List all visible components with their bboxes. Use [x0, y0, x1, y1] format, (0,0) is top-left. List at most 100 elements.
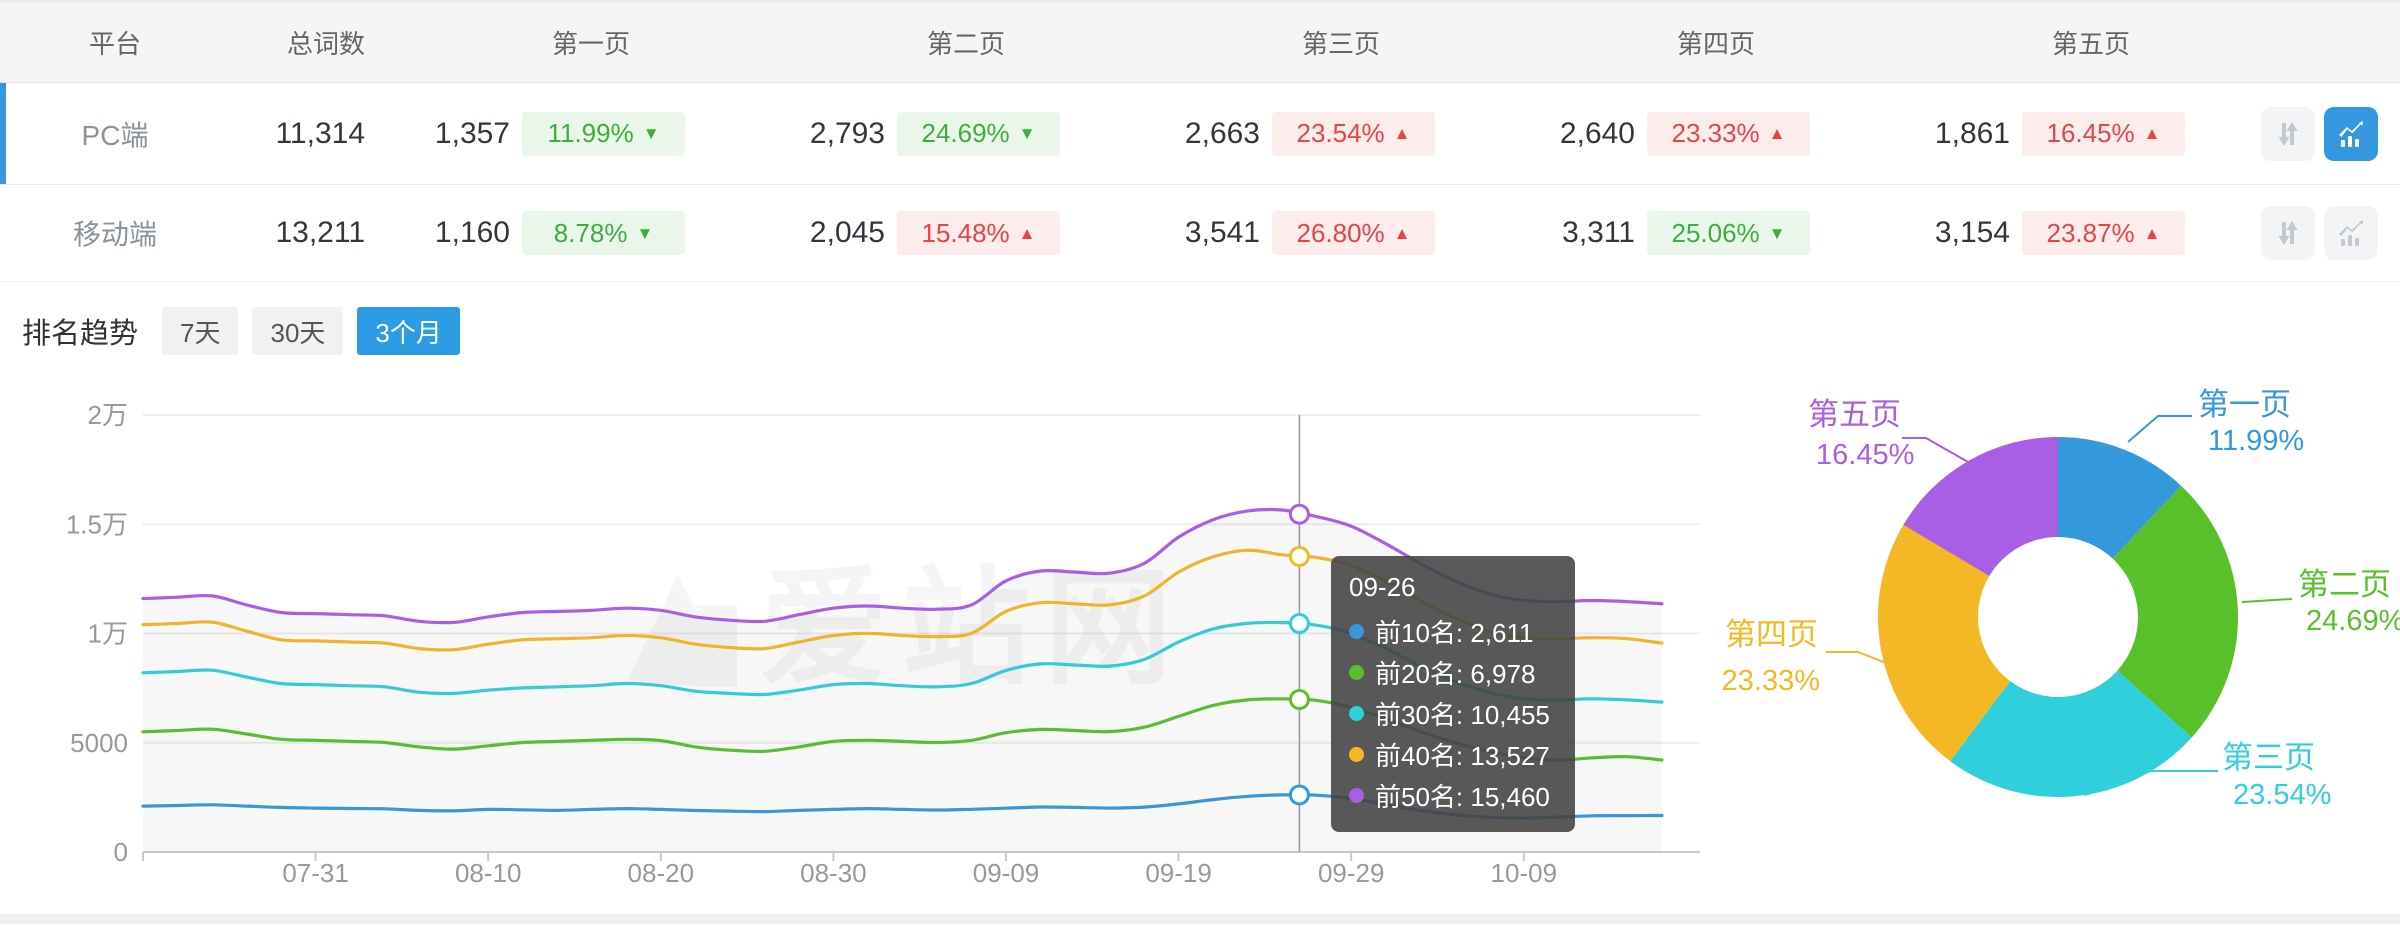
page5-percent-badge: 16.45%: [2022, 111, 2185, 156]
x-axis-label: 09-19: [1145, 858, 1212, 888]
trend-chart-button[interactable]: [2324, 206, 2378, 260]
donut-label-leader: [2084, 770, 2218, 796]
hover-marker-前50名: [1288, 503, 1310, 525]
tooltip-item: 前10名: 2,611: [1349, 611, 1557, 652]
tab-30days[interactable]: 30天: [252, 307, 344, 355]
hover-marker-前20名: [1288, 689, 1310, 711]
page1-cell: 1,357 11.99%: [375, 111, 685, 156]
trend-title: 排名趋势: [22, 318, 139, 350]
page5-count: 3,154: [1934, 216, 2010, 249]
chart-tooltip: 09-26 前10名: 2,611 前20名: 6,978 前30名: 10,455…: [1331, 556, 1575, 832]
table-row-mobile[interactable]: 移动端 13,211 1,160 8.78% 2,045 15.48% 3,54…: [0, 185, 2400, 282]
trend-chart-button[interactable]: [2324, 106, 2378, 161]
x-axis-label: 09-09: [973, 858, 1040, 888]
page3-cell: 3,541 26.80%: [1060, 211, 1435, 255]
x-axis-label: 08-30: [800, 858, 867, 888]
tooltip-item: 前50名: 15,460: [1349, 775, 1557, 816]
x-axis-label: 07-31: [282, 858, 349, 888]
table-row-pc[interactable]: PC端 11,314 1,357 11.99% 2,793 24.69% 2,6…: [0, 83, 2400, 185]
trend-toolbar: 排名趋势 7天 30天 3个月: [0, 282, 2400, 380]
platform-name: PC端: [81, 119, 149, 151]
page-bottom-strip: [0, 914, 2400, 924]
header-page5: 第五页: [2051, 28, 2130, 59]
page1-count: 1,357: [434, 116, 510, 150]
tooltip-series-dot: [1349, 624, 1364, 639]
page2-percent-badge: 15.48%: [897, 211, 1060, 255]
page3-percent-badge: 23.54%: [1272, 111, 1435, 156]
tooltip-item: 前40名: 13,527: [1349, 734, 1557, 775]
donut-label-leader: [1826, 651, 1887, 664]
tooltip-item: 前20名: 6,978: [1349, 652, 1557, 693]
tooltip-series-dot: [1349, 788, 1364, 803]
page4-percent-badge: 25.06%: [1647, 211, 1810, 255]
total-words-value: 13,211: [275, 216, 365, 249]
y-axis-label: 1.5万: [66, 509, 128, 539]
trend-chart-icon: [2339, 220, 2363, 246]
rank-table-header: 平台 总词数 第一页 第二页 第三页 第四页 第五页: [0, 2, 2400, 83]
header-platform: 平台: [88, 28, 141, 59]
tooltip-series-value: 前50名: 15,460: [1375, 782, 1550, 812]
page4-cell: 2,640 23.33%: [1435, 111, 1810, 156]
donut-percent-第四页: 23.33%: [1722, 665, 1820, 697]
page5-cell: 3,154 23.87%: [1810, 211, 2185, 255]
hover-marker-前40名: [1288, 545, 1310, 567]
donut-slice-第二页[interactable]: [2112, 485, 2238, 738]
tooltip-date: 09-26: [1349, 572, 1416, 602]
page4-percent-badge: 23.33%: [1647, 111, 1810, 156]
page2-cell: 2,793 24.69%: [685, 111, 1060, 156]
page2-cell: 2,045 15.48%: [685, 211, 1060, 255]
donut-label-第五页: 第五页: [1808, 397, 1901, 432]
donut-label-第二页: 第二页: [2298, 567, 2391, 602]
tooltip-series-value: 前40名: 13,527: [1375, 741, 1550, 771]
tooltip-series-dot: [1349, 747, 1364, 762]
sort-arrows-icon: [2278, 121, 2298, 146]
total-words-value: 11,314: [275, 116, 365, 150]
y-axis-label: 5000: [70, 728, 128, 758]
sort-button[interactable]: [2261, 206, 2315, 260]
series-area-4: [143, 509, 1662, 852]
page5-cell: 1,861 16.45%: [1810, 111, 2185, 156]
tooltip-series-value: 前10名: 2,611: [1375, 618, 1534, 648]
page3-cell: 2,663 23.54%: [1060, 111, 1435, 156]
trend-line-and-donut-chart: 0 5000 1万 1.5万 2万 07-31 08-10 08-20 08-30 09-09 09…: [66, 387, 2400, 888]
donut-slice-第五页[interactable]: [1903, 437, 2058, 577]
page3-count: 2,663: [1184, 116, 1260, 150]
donut-percent-第一页: 11.99%: [2208, 425, 2304, 457]
donut-label-leader: [2241, 598, 2293, 603]
watermark-text: 爱站网: [760, 557, 1186, 700]
x-axis-label: 08-10: [455, 858, 522, 888]
donut-label-leader: [1902, 437, 1969, 463]
header-page3: 第三页: [1301, 28, 1380, 59]
tooltip-item: 前30名: 10,455: [1349, 693, 1557, 734]
tooltip-series-dot: [1349, 665, 1364, 680]
page4-cell: 3,311 25.06%: [1435, 211, 1810, 255]
sort-arrows-icon: [2278, 221, 2298, 245]
donut-slice-第三页[interactable]: [1950, 670, 2192, 797]
donut-slice-第四页[interactable]: [1878, 524, 2011, 762]
tab-7days[interactable]: 7天: [162, 307, 239, 355]
header-page4: 第四页: [1676, 28, 1755, 59]
x-axis-label: 08-20: [628, 858, 695, 888]
x-axis-label: 09-29: [1318, 858, 1385, 888]
header-page2: 第二页: [926, 28, 1005, 59]
page2-percent-badge: 24.69%: [897, 111, 1060, 156]
page1-cell: 1,160 8.78%: [375, 211, 685, 255]
y-axis-label: 2万: [88, 400, 128, 430]
tooltip-series-value: 前20名: 6,978: [1375, 659, 1536, 689]
donut-label-leader: [2127, 415, 2192, 443]
chart-area: 0 5000 1万 1.5万 2万 07-31 08-10 08-20 08-30 09-09 09…: [0, 380, 2400, 929]
donut-percent-第二页: 24.69%: [2306, 605, 2400, 637]
sort-button[interactable]: [2261, 106, 2315, 161]
donut-percent-第三页: 23.54%: [2233, 779, 2331, 811]
page4-count: 3,311: [1562, 216, 1635, 249]
tooltip-series-dot: [1349, 706, 1364, 721]
header-page1: 第一页: [551, 28, 630, 59]
donut-label-第三页: 第三页: [2222, 740, 2315, 775]
tab-3months[interactable]: 3个月: [357, 307, 460, 355]
hover-marker-前10名: [1288, 784, 1310, 806]
page2-count: 2,045: [809, 216, 885, 249]
y-axis-label: 0: [114, 837, 128, 867]
donut-slice-第一页[interactable]: [2058, 437, 2182, 559]
donut-label-第四页: 第四页: [1725, 617, 1818, 652]
